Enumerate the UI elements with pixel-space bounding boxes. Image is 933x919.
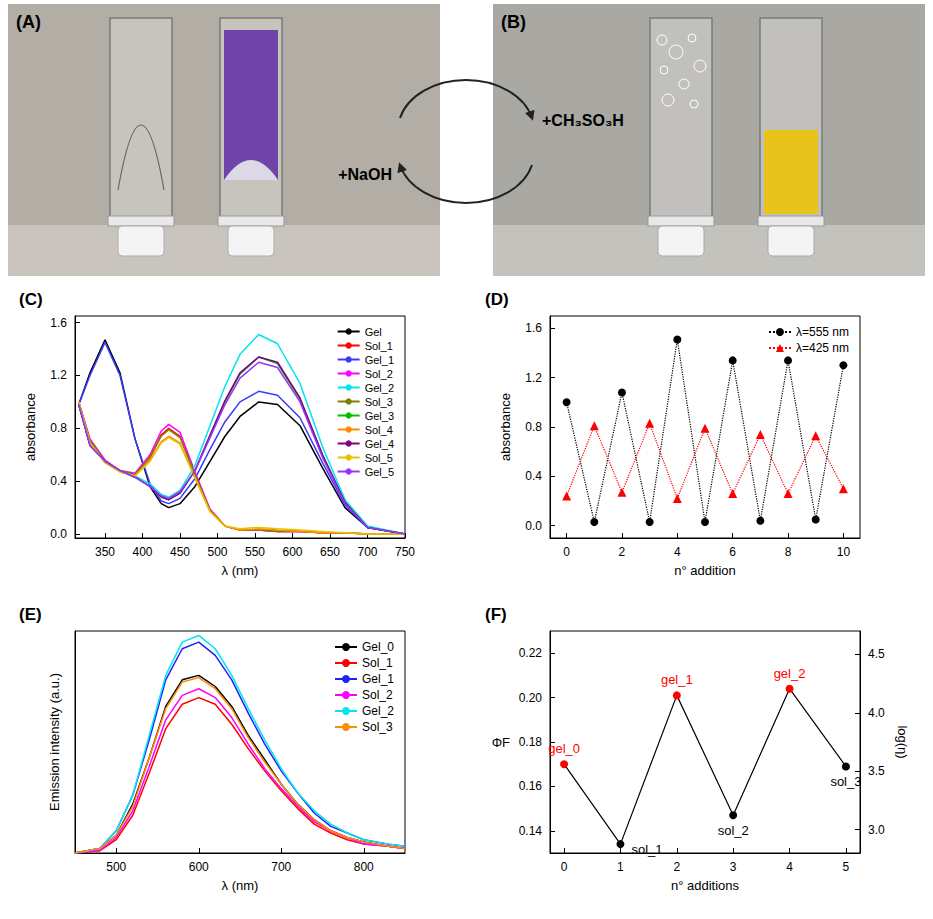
svg-text:Sol_1: Sol_1 — [362, 656, 393, 670]
svg-text:0.18: 0.18 — [519, 735, 543, 749]
svg-text:800: 800 — [354, 860, 374, 874]
svg-text:Sol_2: Sol_2 — [362, 688, 393, 702]
svg-text:350: 350 — [95, 545, 115, 559]
svg-text:Sol_5: Sol_5 — [365, 452, 393, 464]
svg-text:4.0: 4.0 — [868, 706, 885, 720]
svg-text:550: 550 — [245, 545, 265, 559]
svg-text:λ (nm): λ (nm) — [222, 878, 259, 893]
svg-text:4: 4 — [674, 545, 681, 559]
svg-text:gel_1: gel_1 — [661, 672, 693, 687]
svg-text:0.4: 0.4 — [525, 469, 542, 483]
svg-text:0.20: 0.20 — [519, 691, 543, 705]
svg-text:0: 0 — [563, 545, 570, 559]
svg-text:1.2: 1.2 — [525, 371, 542, 385]
svg-text:3.0: 3.0 — [868, 823, 885, 837]
svg-text:0: 0 — [561, 860, 568, 874]
svg-text:1.6: 1.6 — [50, 316, 67, 330]
svg-text:+CH₃SO₃H: +CH₃SO₃H — [542, 112, 624, 129]
svg-text:+NaOH: +NaOH — [338, 166, 392, 183]
svg-text:λ (nm): λ (nm) — [222, 563, 259, 578]
svg-text:Sol_4: Sol_4 — [365, 424, 393, 436]
svg-text:700: 700 — [271, 860, 291, 874]
svg-text:750: 750 — [395, 545, 415, 559]
svg-text:700: 700 — [357, 545, 377, 559]
svg-text:0.0: 0.0 — [525, 519, 542, 533]
svg-text:Sol_3: Sol_3 — [362, 720, 393, 734]
svg-text:600: 600 — [189, 860, 209, 874]
svg-text:(C): (C) — [19, 290, 43, 309]
svg-text:absorbance: absorbance — [23, 393, 38, 461]
svg-text:1.2: 1.2 — [50, 368, 67, 382]
svg-text:(E): (E) — [19, 605, 42, 624]
svg-text:sol_2: sol_2 — [718, 823, 749, 838]
svg-text:1.6: 1.6 — [525, 321, 542, 335]
svg-text:400: 400 — [132, 545, 152, 559]
svg-text:1: 1 — [617, 860, 624, 874]
svg-text:4: 4 — [786, 860, 793, 874]
svg-text:Sol_3: Sol_3 — [365, 396, 393, 408]
svg-text:ΦF: ΦF — [492, 735, 510, 750]
svg-text:0.14: 0.14 — [519, 824, 543, 838]
svg-text:0.8: 0.8 — [50, 421, 67, 435]
svg-text:Emission intensity (a.u.): Emission intensity (a.u.) — [47, 673, 62, 811]
svg-text:0.0: 0.0 — [50, 527, 67, 541]
svg-text:(B): (B) — [501, 12, 526, 32]
svg-text:Gel_3: Gel_3 — [365, 410, 394, 422]
svg-text:Sol_2: Sol_2 — [365, 368, 393, 380]
svg-text:2: 2 — [673, 860, 680, 874]
svg-text:10: 10 — [837, 545, 851, 559]
svg-text:Gel_1: Gel_1 — [362, 672, 394, 686]
svg-text:Gel_1: Gel_1 — [365, 354, 394, 366]
svg-text:6: 6 — [729, 545, 736, 559]
svg-text:sol_1: sol_1 — [631, 842, 662, 857]
svg-text:Gel_2: Gel_2 — [365, 382, 394, 394]
svg-text:n° addition: n° addition — [674, 563, 736, 578]
svg-text:(F): (F) — [485, 605, 507, 624]
svg-text:Gel_4: Gel_4 — [365, 438, 394, 450]
svg-text:4.5: 4.5 — [868, 647, 885, 661]
svg-text:Gel_5: Gel_5 — [365, 466, 394, 478]
svg-text:(A): (A) — [16, 12, 41, 32]
svg-text:0.16: 0.16 — [519, 779, 543, 793]
svg-text:0.4: 0.4 — [50, 474, 67, 488]
svg-text:600: 600 — [282, 545, 302, 559]
svg-text:Sol_1: Sol_1 — [365, 340, 393, 352]
svg-text:sol_3: sol_3 — [830, 774, 861, 789]
svg-text:(D): (D) — [485, 290, 509, 309]
svg-text:2: 2 — [619, 545, 626, 559]
svg-text:n° additions: n° additions — [671, 878, 740, 893]
svg-text:λ=555 nm: λ=555 nm — [796, 325, 849, 339]
svg-text:log(η): log(η) — [895, 725, 910, 758]
svg-text:absorbance: absorbance — [498, 393, 513, 461]
svg-text:Gel_2: Gel_2 — [362, 704, 394, 718]
svg-text:Gel: Gel — [365, 326, 382, 338]
svg-text:500: 500 — [207, 545, 227, 559]
svg-text:8: 8 — [785, 545, 792, 559]
svg-text:gel_0: gel_0 — [548, 741, 580, 756]
svg-text:500: 500 — [106, 860, 126, 874]
svg-text:3: 3 — [730, 860, 737, 874]
svg-text:0.22: 0.22 — [519, 646, 543, 660]
svg-text:Gel_0: Gel_0 — [362, 640, 394, 654]
svg-text:5: 5 — [843, 860, 850, 874]
svg-text:gel_2: gel_2 — [774, 666, 806, 681]
svg-text:3.5: 3.5 — [868, 764, 885, 778]
svg-text:650: 650 — [320, 545, 340, 559]
svg-text:λ=425 nm: λ=425 nm — [796, 341, 849, 355]
svg-text:0.8: 0.8 — [525, 420, 542, 434]
svg-text:450: 450 — [170, 545, 190, 559]
